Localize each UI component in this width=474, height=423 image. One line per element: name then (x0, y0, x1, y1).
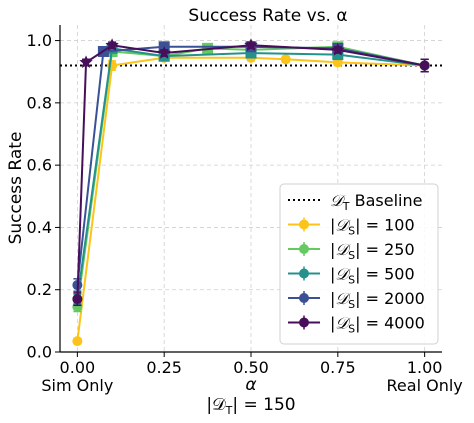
data-point (332, 49, 344, 61)
data-point (244, 38, 258, 51)
data-point (245, 47, 257, 59)
data-point (157, 46, 171, 59)
y-tick-label: 1.0 (27, 31, 52, 50)
data-point (79, 55, 93, 69)
y-tick-label: 0.4 (27, 218, 52, 237)
data-point (331, 42, 345, 56)
x-tick-label: 0.75 (320, 358, 356, 377)
y-tick-label: 0.8 (27, 93, 52, 112)
y-axis-label: Success Rate (6, 132, 26, 245)
x-axis-sublabel-main: |𝒟 (206, 395, 226, 415)
series-line (76, 45, 425, 286)
x-axis-sublabel-sub: T (225, 404, 233, 417)
legend-label-500: |𝒟S| = 500 (330, 265, 415, 287)
legend-swatch-marker (299, 317, 309, 328)
legend-swatch-marker (299, 219, 309, 230)
x-tick-label: 1.00 (407, 358, 443, 377)
series-4000 (72, 38, 430, 307)
legend-label-2000: |𝒟S| = 2000 (330, 289, 425, 311)
x-annotation: Real Only (387, 376, 463, 395)
series-layer (72, 38, 430, 347)
data-point (419, 60, 430, 71)
x-axis-sublabel-tail: | = 150 (232, 395, 295, 415)
x-tick-label: 0.50 (233, 358, 269, 377)
x-axis-sublabel: |𝒟T| = 150 (206, 395, 295, 417)
legend-swatch-marker (299, 268, 309, 279)
data-point (72, 336, 83, 347)
legend-label-100: |𝒟S| = 100 (330, 216, 415, 238)
legend-swatch-marker (299, 244, 309, 254)
ticks: 0.00 0.25 0.50 0.75 1.00 Sim Only Real Only 0.0… (27, 31, 463, 395)
legend-label-4000: |𝒟S| = 4000 (330, 314, 425, 336)
y-tick-label: 0.6 (27, 156, 52, 175)
data-point (105, 38, 119, 51)
x-tick-label: 0.00 (60, 358, 96, 377)
legend-swatch-marker (299, 293, 309, 303)
x-annotation: Sim Only (41, 376, 113, 395)
chart-title: Success Rate vs. α (188, 6, 347, 26)
data-point (280, 54, 291, 65)
data-point (72, 294, 83, 305)
y-tick-label: 0.0 (27, 343, 52, 362)
x-tick-label: 0.25 (146, 358, 182, 377)
legend-label-250: |𝒟S| = 250 (330, 240, 415, 262)
y-tick-label: 0.2 (27, 280, 52, 299)
legend-baseline-label: 𝒟T Baseline (330, 191, 422, 213)
series-line (76, 47, 425, 300)
legend: 𝒟T Baseline |𝒟S| = 100|𝒟S| = 250 |𝒟S| = 50… (279, 183, 439, 345)
x-axis-label: α (245, 375, 256, 395)
